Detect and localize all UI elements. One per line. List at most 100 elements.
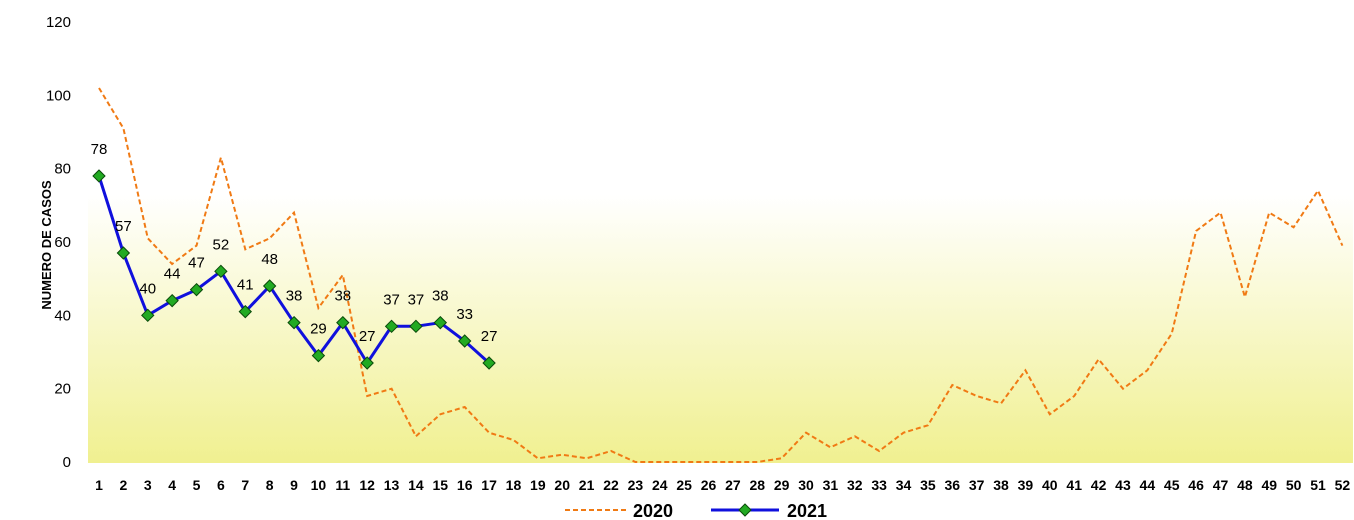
- data-label: 37: [408, 291, 425, 308]
- data-point: [141, 308, 155, 323]
- x-tick-label: 32: [847, 477, 863, 493]
- x-tick-label: 23: [628, 477, 644, 493]
- x-tick-label: 43: [1115, 477, 1131, 493]
- data-label: 37: [383, 291, 400, 308]
- data-point: [92, 169, 106, 183]
- x-tick-label: 29: [774, 477, 790, 493]
- x-tick-label: 11: [335, 477, 350, 493]
- legend-label-2020: 2020: [633, 501, 673, 520]
- data-label: 78: [91, 141, 108, 158]
- data-point: [214, 264, 228, 279]
- x-tick-label: 50: [1286, 477, 1302, 493]
- x-tick-label: 46: [1188, 477, 1204, 493]
- x-tick-label: 24: [652, 477, 668, 493]
- x-tick-label: 10: [311, 477, 327, 493]
- y-tick-label: 40: [54, 307, 71, 324]
- x-tick-label: 42: [1091, 477, 1107, 493]
- data-point: [238, 304, 252, 319]
- y-tick-label: 120: [46, 14, 71, 31]
- x-tick-label: 26: [701, 477, 717, 493]
- x-tick-label: 15: [433, 477, 449, 493]
- x-tick-label: 16: [457, 477, 473, 493]
- x-tick-label: 5: [193, 477, 201, 493]
- x-tick-label: 20: [554, 477, 570, 493]
- x-tick-label: 2: [119, 477, 127, 493]
- data-label: 41: [237, 277, 254, 294]
- x-tick-label: 6: [217, 477, 225, 493]
- data-point: [189, 282, 204, 297]
- x-tick-label: 21: [579, 477, 595, 493]
- data-point: [165, 293, 179, 308]
- x-tick-label: 33: [871, 477, 887, 493]
- data-label: 29: [310, 321, 327, 338]
- legend: 2020 2021: [565, 501, 827, 520]
- data-point: [457, 334, 472, 348]
- x-tick-label: 38: [993, 477, 1009, 493]
- data-point: [287, 315, 301, 330]
- x-tick-label: 30: [798, 477, 814, 493]
- data-point: [262, 279, 277, 293]
- x-tick-label: 51: [1310, 477, 1326, 493]
- data-label: 38: [286, 288, 303, 305]
- x-tick-label: 36: [945, 477, 961, 493]
- x-tick-label: 40: [1042, 477, 1058, 493]
- legend-label-2021: 2021: [787, 501, 827, 520]
- x-tick-label: 37: [969, 477, 985, 493]
- x-tick-label: 45: [1164, 477, 1180, 493]
- data-label: 47: [188, 255, 205, 272]
- data-point: [311, 348, 326, 363]
- x-tick-label: 34: [896, 477, 912, 493]
- x-tick-label: 13: [384, 477, 400, 493]
- x-tick-label: 19: [530, 477, 546, 493]
- x-tick-label: 8: [266, 477, 274, 493]
- x-tick-label: 35: [920, 477, 936, 493]
- x-tick-label: 18: [506, 477, 522, 493]
- x-tick-label: 31: [823, 477, 839, 493]
- y-tick-label: 0: [63, 454, 71, 471]
- data-point: [384, 319, 399, 334]
- data-label: 44: [164, 266, 181, 283]
- data-label: 38: [432, 288, 449, 305]
- data-labels: 78 57 40 44 47 52 41 48 38 29 38 27 37 37 38 33 27: [91, 141, 498, 345]
- x-tick-label: 14: [408, 477, 424, 493]
- x-tick-label: 7: [241, 477, 249, 493]
- data-point: [433, 315, 448, 330]
- series-group: [92, 87, 1344, 463]
- data-label: 27: [481, 328, 498, 345]
- data-point: [482, 356, 496, 370]
- x-tick-label: 27: [725, 477, 741, 493]
- data-point: [116, 246, 131, 260]
- y-tick-label: 100: [46, 87, 71, 104]
- data-label: 33: [456, 306, 473, 323]
- x-tick-label: 1: [95, 477, 103, 493]
- x-tick-label: 17: [481, 477, 497, 493]
- x-tick-label: 44: [1140, 477, 1156, 493]
- x-tick-label: 3: [144, 477, 152, 493]
- data-point: [360, 356, 374, 370]
- data-label: 57: [115, 218, 132, 235]
- series-line-2020: [98, 87, 1344, 463]
- data-label: 40: [139, 280, 156, 297]
- x-tick-label: 9: [290, 477, 298, 493]
- x-axis-ticks: 1 2 3 4 5 6 7 8 9 10 11 12 13 14 15 16 17 18 19 20 21 22 23 24 2…: [95, 477, 1350, 493]
- legend-marker-2021: [738, 503, 752, 517]
- x-tick-label: 41: [1066, 477, 1082, 493]
- data-label: 52: [213, 236, 230, 253]
- x-tick-label: 48: [1237, 477, 1253, 493]
- y-tick-label: 20: [54, 381, 71, 398]
- y-tick-label: 60: [54, 234, 71, 251]
- y-axis-ticks: 0 20 40 60 80 100 120: [46, 14, 71, 471]
- x-tick-label: 52: [1335, 477, 1351, 493]
- x-tick-label: 25: [676, 477, 692, 493]
- y-tick-label: 80: [54, 161, 71, 178]
- y-axis-label: NUMERO DE CASOS: [39, 180, 54, 310]
- data-label: 48: [261, 251, 278, 268]
- data-label: 38: [334, 288, 351, 305]
- data-point: [336, 315, 350, 330]
- x-tick-label: 28: [749, 477, 765, 493]
- x-tick-label: 4: [168, 477, 176, 493]
- data-point: [409, 319, 423, 334]
- x-tick-label: 39: [1018, 477, 1034, 493]
- x-tick-label: 22: [603, 477, 619, 493]
